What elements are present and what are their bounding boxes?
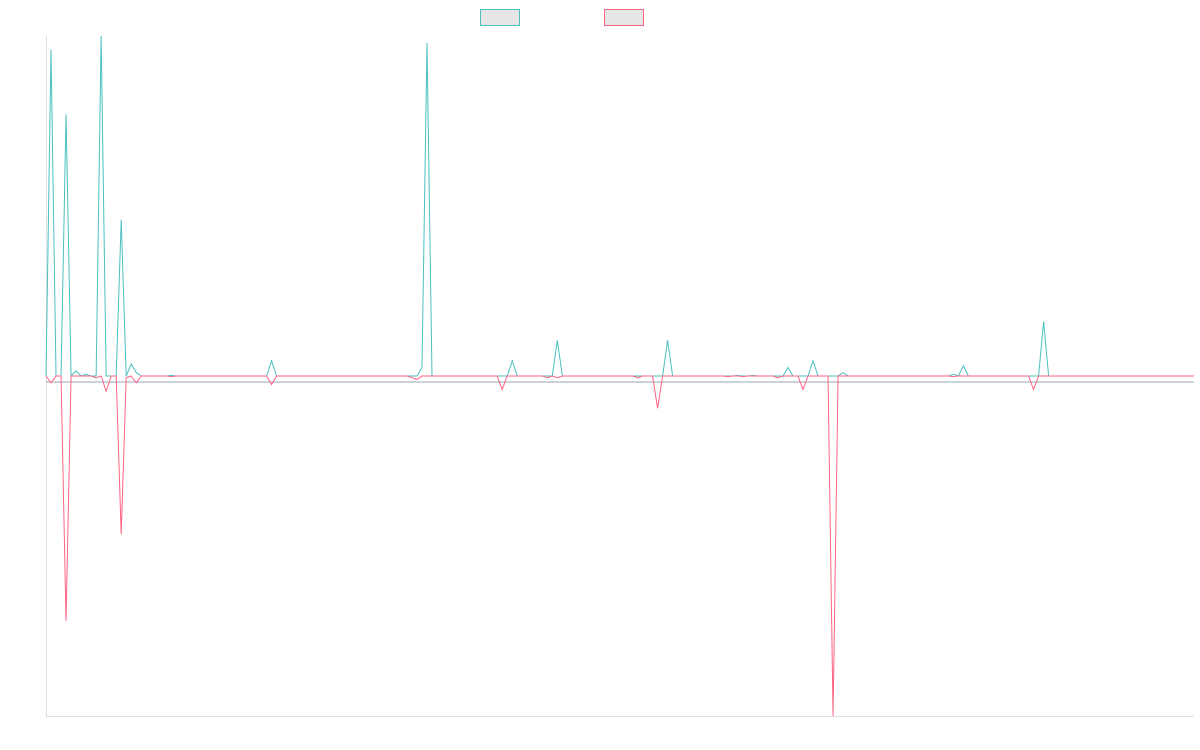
chart-legend	[0, 9, 1200, 27]
series-layer	[45, 35, 1194, 717]
series-line-2	[45, 375, 1194, 717]
legend-swatch-series-1	[480, 9, 520, 26]
legend-swatch-series-2	[604, 9, 644, 26]
legend-item-series-1[interactable]	[480, 9, 520, 27]
legend-item-series-2[interactable]	[604, 9, 644, 27]
series-line-1	[45, 35, 1194, 378]
